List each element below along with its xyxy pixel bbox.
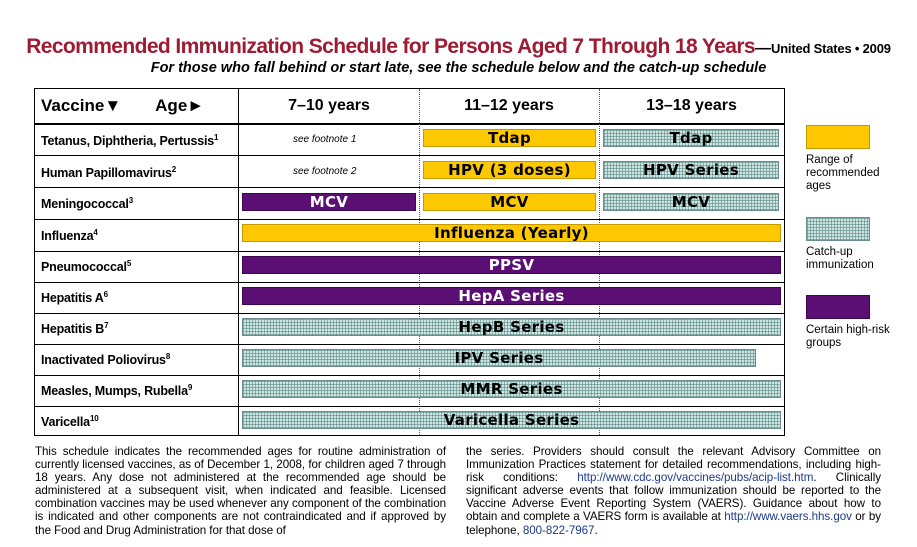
- header-vaccine-age: Vaccine▼ Age►: [41, 89, 204, 123]
- legend-swatch-high-risk: [806, 295, 870, 319]
- ppsv-bar: PPSV: [242, 256, 781, 274]
- tdap-catchup-bar: Tdap: [603, 129, 779, 147]
- title-suffix: United States • 2009: [771, 41, 891, 56]
- ipv-bar: IPV Series: [242, 349, 756, 367]
- column-divider: [238, 89, 239, 435]
- vaccine-label: Hepatitis B7: [41, 321, 109, 337]
- hepa-bar: HepA Series: [242, 287, 781, 305]
- row-divider: [35, 251, 784, 252]
- vaccine-label: Pneumococcal5: [41, 259, 132, 275]
- page-title: Recommended Immunization Schedule for Pe…: [0, 36, 917, 57]
- vaccine-label: Meningococcal3: [41, 196, 133, 212]
- varicella-bar: Varicella Series: [242, 411, 781, 429]
- column-header-7-10: 7–10 years: [288, 97, 370, 114]
- row-divider: [35, 155, 784, 156]
- hpv-catchup-bar: HPV Series: [603, 161, 779, 179]
- column-header-11-12: 11–12 years: [464, 97, 554, 114]
- hpv-bar: HPV (3 doses): [423, 161, 596, 179]
- title-dash: —: [755, 40, 771, 57]
- vaccine-label: Influenza4: [41, 228, 98, 244]
- influenza-bar: Influenza (Yearly): [242, 224, 781, 242]
- vaccine-label: Human Papillomavirus2: [41, 165, 177, 181]
- legend-label-high-risk: Certain high-risk groups: [806, 324, 890, 349]
- legend-swatch-catchup: [806, 217, 870, 241]
- row-divider: [35, 187, 784, 188]
- row-divider: [35, 375, 784, 376]
- footnote-ref: see footnote 1: [293, 134, 357, 145]
- row-divider: [35, 313, 784, 314]
- row-divider: [35, 219, 784, 220]
- header-divider: [35, 123, 784, 125]
- row-divider: [35, 282, 784, 283]
- vaccine-label: Hepatitis A6: [41, 290, 108, 306]
- mcv-bar: MCV: [423, 193, 596, 211]
- vaers-link[interactable]: http://www.vaers.hhs.gov: [724, 510, 852, 524]
- vaccine-label: Varicella10: [41, 414, 99, 430]
- legend-label-catchup: Catch-up immunization: [806, 246, 874, 271]
- header-age: Age►: [155, 96, 205, 115]
- vaccine-label: Measles, Mumps, Rubella9: [41, 383, 193, 399]
- mcv-catchup-bar: MCV: [603, 193, 779, 211]
- vaers-phone-link[interactable]: 800-822-7967: [522, 523, 595, 537]
- row-divider: [35, 344, 784, 345]
- mmr-bar: MMR Series: [242, 380, 781, 398]
- row-divider: [35, 406, 784, 407]
- header-vaccine: Vaccine▼: [41, 96, 122, 115]
- schedule-table: Vaccine▼ Age► 7–10 years 11–12 years 13–1…: [34, 88, 785, 436]
- page-subtitle: For those who fall behind or start late,…: [150, 60, 767, 76]
- tdap-bar: Tdap: [423, 129, 596, 147]
- footnote-ref: see footnote 2: [293, 166, 357, 177]
- title-main: Recommended Immunization Schedule for Pe…: [26, 35, 755, 58]
- legend-label-range: Range of recommended ages: [806, 154, 880, 192]
- column-header-13-18: 13–18 years: [646, 97, 737, 114]
- mcv-high-risk-bar: MCV: [242, 193, 416, 211]
- acip-link[interactable]: http://www.cdc.gov/vaccines/pubs/acip-li…: [577, 471, 814, 485]
- vaccine-label: Tetanus, Diphtheria, Pertussis1: [41, 133, 219, 149]
- footnote-paragraph-right: the series. Providers should consult the…: [466, 445, 882, 537]
- vaccine-label: Inactivated Poliovirus8: [41, 352, 171, 368]
- hepb-bar: HepB Series: [242, 318, 781, 336]
- legend-swatch-range: [806, 125, 870, 149]
- footnote-paragraph-left: This schedule indicates the recommended …: [35, 445, 446, 537]
